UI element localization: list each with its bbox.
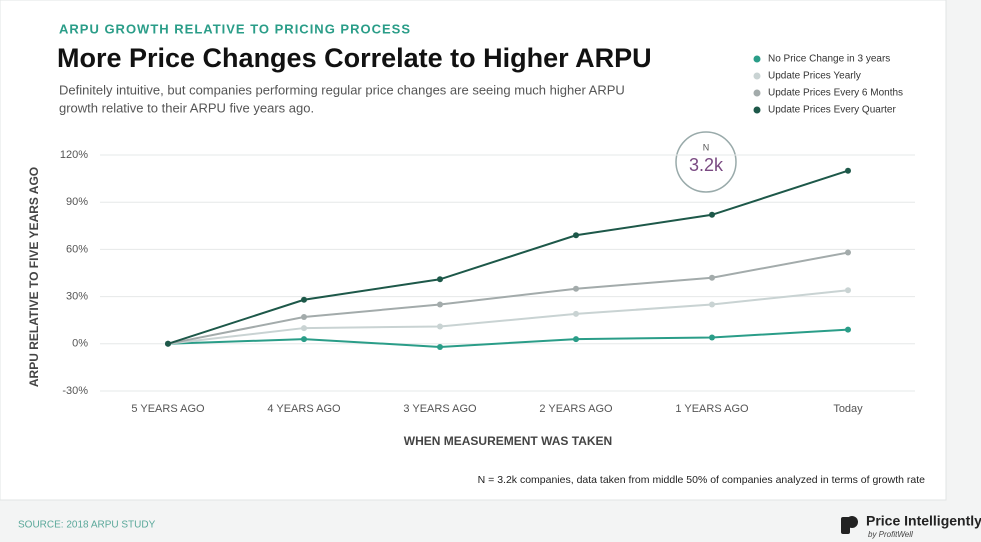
data-point bbox=[301, 296, 307, 303]
x-tick-label: Today bbox=[833, 403, 863, 415]
legend-label: No Price Change in 3 years bbox=[768, 54, 890, 65]
subtitle: Definitely intuitive, but companies perf… bbox=[59, 82, 625, 97]
data-point bbox=[437, 301, 443, 308]
x-tick-label: 5 YEARS AGO bbox=[131, 403, 205, 415]
x-tick-label: 3 YEARS AGO bbox=[403, 403, 477, 415]
legend-label: Update Prices Every Quarter bbox=[768, 105, 896, 116]
data-point bbox=[845, 326, 851, 333]
annotation-value: 3.2k bbox=[689, 155, 724, 175]
data-point bbox=[709, 301, 715, 308]
series-line bbox=[167, 289, 849, 345]
legend-label: Update Prices Yearly bbox=[768, 71, 861, 82]
annotation-circle bbox=[675, 131, 737, 193]
legend-marker bbox=[753, 72, 761, 80]
data-point bbox=[301, 336, 307, 343]
data-point bbox=[437, 276, 443, 283]
data-point bbox=[573, 336, 579, 343]
card bbox=[0, 0, 947, 501]
legend-marker bbox=[753, 89, 761, 97]
x-tick-label: 2 YEARS AGO bbox=[539, 403, 613, 415]
annotation-label: N bbox=[703, 142, 710, 152]
data-point bbox=[709, 211, 715, 218]
data-point bbox=[845, 249, 851, 256]
series-line bbox=[167, 251, 849, 345]
kicker: ARPU GROWTH RELATIVE TO PRICING PROCESS bbox=[59, 21, 411, 36]
x-axis-label: WHEN MEASUREMENT WAS TAKEN bbox=[404, 434, 612, 448]
footnote: N = 3.2k companies, data taken from midd… bbox=[478, 474, 926, 486]
data-point bbox=[165, 340, 171, 347]
x-tick-label: 1 YEARS AGO bbox=[675, 403, 749, 415]
data-point bbox=[437, 323, 443, 330]
logo-byline: by ProfitWell bbox=[868, 530, 913, 539]
data-point bbox=[709, 274, 715, 281]
subtitle: growth relative to their ARPU five years… bbox=[59, 100, 314, 115]
x-tick-label: 4 YEARS AGO bbox=[267, 403, 341, 415]
legend-marker bbox=[753, 106, 761, 114]
data-point bbox=[709, 334, 715, 341]
logo-icon bbox=[846, 516, 858, 528]
data-point bbox=[573, 232, 579, 239]
y-tick-label: 90% bbox=[66, 196, 88, 208]
data-point bbox=[301, 325, 307, 332]
data-point bbox=[301, 314, 307, 321]
series-line bbox=[167, 328, 849, 348]
data-point bbox=[437, 343, 443, 350]
data-point bbox=[845, 167, 851, 174]
y-tick-label: 0% bbox=[72, 338, 88, 350]
data-point bbox=[845, 287, 851, 294]
y-tick-label: -30% bbox=[62, 385, 88, 397]
y-tick-label: 120% bbox=[60, 149, 88, 161]
source: SOURCE: 2018 ARPU STUDY bbox=[18, 520, 156, 531]
logo-name: Price Intelligently bbox=[866, 513, 981, 529]
y-axis-label: ARPU RELATIVE TO FIVE YEARS AGO bbox=[27, 167, 41, 387]
series-line bbox=[167, 169, 849, 345]
y-tick-label: 60% bbox=[66, 243, 88, 255]
chart-title: More Price Changes Correlate to Higher A… bbox=[57, 43, 652, 73]
y-tick-label: 30% bbox=[66, 291, 88, 303]
legend-marker bbox=[753, 55, 761, 63]
legend-label: Update Prices Every 6 Months bbox=[768, 88, 903, 99]
logo: Price Intelligently by ProfitWell bbox=[841, 513, 981, 539]
data-point bbox=[573, 285, 579, 292]
data-point bbox=[573, 310, 579, 317]
